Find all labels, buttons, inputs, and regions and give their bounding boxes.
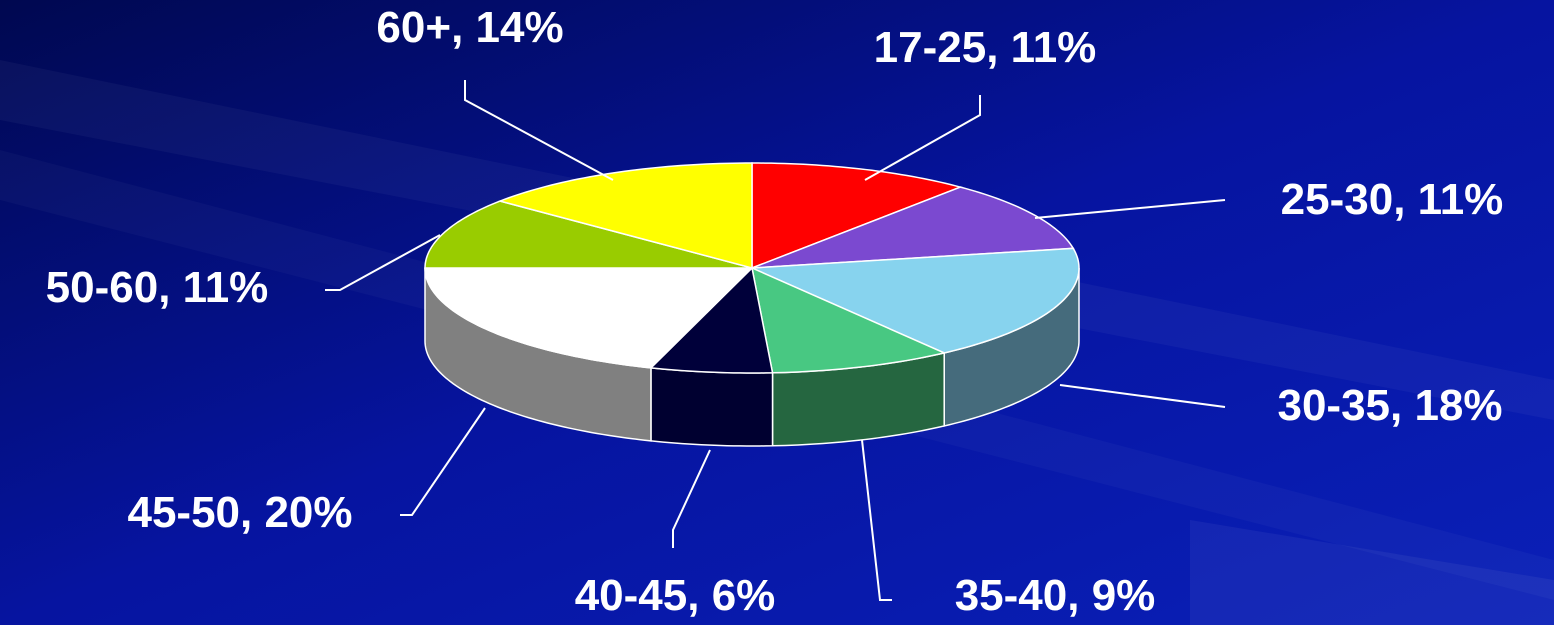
pie-slice: [751, 162, 963, 270]
label-value: , 18%: [1390, 381, 1503, 430]
label-category: 40-45: [575, 571, 688, 620]
data-label: 25-30, 11%: [1281, 175, 1504, 224]
leader-line: [1034, 199, 1226, 219]
label-category: 25-30: [1281, 175, 1394, 224]
data-label: 45-50, 20%: [127, 488, 352, 537]
label-value: , 11%: [986, 23, 1096, 72]
pie-slice: [750, 266, 947, 374]
label-category: 45-50: [127, 488, 240, 537]
label-value: , 20%: [240, 488, 353, 537]
leader-line: [464, 80, 614, 181]
leader-line: [325, 234, 441, 291]
streak: [1190, 520, 1554, 625]
pie-slice: [751, 186, 1075, 269]
pie-slice: [649, 266, 774, 374]
label-category: 35-40: [955, 571, 1068, 620]
label-value: , 9%: [1067, 571, 1155, 620]
label-value: , 11%: [1393, 175, 1503, 224]
leader-line: [672, 449, 711, 548]
data-label: 35-40, 9%: [955, 571, 1156, 620]
leader-line: [1059, 384, 1226, 408]
label-category: 60+: [376, 3, 451, 52]
label-category: 17-25: [874, 23, 987, 72]
pie-slice: [424, 200, 753, 269]
data-label: 50-60, 11%: [46, 263, 269, 312]
label-category: 30-35: [1277, 381, 1390, 430]
data-label: 17-25, 11%: [874, 23, 1097, 72]
pie-slice: [424, 267, 754, 369]
data-label: 30-35, 18%: [1277, 381, 1502, 430]
leader-line: [400, 407, 486, 516]
pie-slice: [497, 162, 753, 269]
label-category: 50-60: [46, 263, 159, 312]
data-label: 40-45, 6%: [575, 571, 776, 620]
label-value: , 14%: [451, 3, 564, 52]
label-value: , 6%: [687, 571, 775, 620]
data-label: 60+, 14%: [376, 3, 563, 52]
pie-side: [650, 367, 774, 447]
pie-slice: [751, 247, 1080, 354]
leader-line: [861, 439, 892, 601]
leader-line: [864, 95, 981, 181]
label-value: , 11%: [158, 263, 268, 312]
